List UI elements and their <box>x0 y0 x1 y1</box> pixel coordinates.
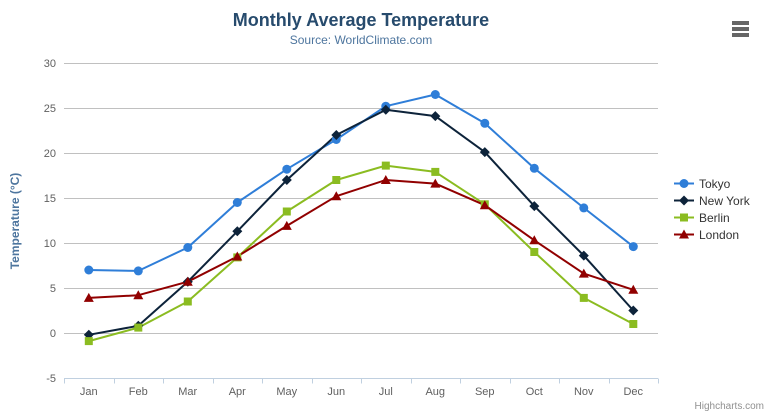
new-york-diamond-legend-icon <box>674 195 694 206</box>
point-london-feb[interactable] <box>133 290 144 300</box>
x-axis-label: Jan <box>80 386 98 398</box>
legend: Tokyo New York Berlin London <box>674 175 750 243</box>
x-axis-label: Oct <box>526 386 543 398</box>
point-tokyo-oct[interactable] <box>529 163 539 173</box>
point-berlin-nov[interactable] <box>579 293 588 302</box>
point-london-may[interactable] <box>281 220 292 230</box>
legend-label: New York <box>699 193 750 208</box>
series-new-york-line <box>87 108 635 336</box>
y-axis-label: 30 <box>44 58 56 70</box>
y-axis-label: 25 <box>44 103 56 115</box>
x-axis-label: Nov <box>574 386 594 398</box>
point-new-york-oct[interactable] <box>529 201 540 212</box>
x-axis-label: Jun <box>327 386 345 398</box>
hamburger-icon <box>730 21 750 37</box>
y-axis-title: Temperature (°C) <box>8 172 22 270</box>
diamond-marker <box>679 195 689 206</box>
point-london-aug[interactable] <box>430 178 441 188</box>
x-axis-label: Jul <box>379 386 393 398</box>
point-berlin-jun[interactable] <box>332 176 341 184</box>
legend-label: Berlin <box>699 210 730 225</box>
point-new-york-may[interactable] <box>281 175 292 185</box>
point-new-york-jul[interactable] <box>380 104 391 115</box>
x-axis-label: May <box>276 386 297 398</box>
point-tokyo-sep[interactable] <box>480 118 490 128</box>
london-triangle-legend-icon <box>674 229 694 239</box>
point-london-dec[interactable] <box>628 284 639 294</box>
legend-label: Tokyo <box>699 176 731 191</box>
point-london-nov[interactable] <box>578 268 589 278</box>
point-tokyo-mar[interactable] <box>183 243 193 252</box>
point-new-york-apr[interactable] <box>232 226 243 237</box>
highcharts-credits[interactable]: Highcharts.com <box>694 401 764 412</box>
point-berlin-aug[interactable] <box>431 167 440 176</box>
legend-label: London <box>699 227 740 242</box>
point-new-york-dec[interactable] <box>628 305 639 316</box>
berlin-square-legend-icon <box>674 213 694 222</box>
point-berlin-dec[interactable] <box>629 320 638 328</box>
point-berlin-mar[interactable] <box>183 297 192 306</box>
point-tokyo-feb[interactable] <box>133 266 143 276</box>
y-axis-label: 10 <box>44 238 56 250</box>
point-tokyo-jan[interactable] <box>84 265 94 275</box>
legend-item-new-york[interactable]: New York <box>674 192 750 209</box>
point-berlin-oct[interactable] <box>530 248 539 256</box>
triangle-marker <box>679 229 689 239</box>
point-berlin-feb[interactable] <box>134 323 143 332</box>
series-tokyo-line <box>87 93 635 272</box>
legend-item-tokyo[interactable]: Tokyo <box>674 175 750 192</box>
chart-subtitle: Source: WorldClimate.com <box>289 33 433 47</box>
point-new-york-aug[interactable] <box>430 111 441 122</box>
legend-item-london[interactable]: London <box>674 226 750 243</box>
point-berlin-may[interactable] <box>282 207 291 216</box>
point-berlin-jan[interactable] <box>84 337 93 346</box>
x-axis-label: Feb <box>129 386 148 398</box>
circle-marker <box>679 179 689 188</box>
x-axis-label: Apr <box>229 386 246 398</box>
series-london-line <box>87 179 635 299</box>
point-new-york-nov[interactable] <box>578 250 589 261</box>
legend-item-berlin[interactable]: Berlin <box>674 209 750 226</box>
square-marker <box>680 213 688 222</box>
x-axis-label: Mar <box>178 386 197 398</box>
point-tokyo-aug[interactable] <box>430 90 440 99</box>
point-london-sep[interactable] <box>479 200 490 210</box>
point-london-oct[interactable] <box>529 235 540 245</box>
point-new-york-sep[interactable] <box>479 147 490 158</box>
chart-title: Monthly Average Temperature <box>232 10 490 30</box>
x-axis-label: Dec <box>623 386 643 398</box>
y-axis-label: -5 <box>46 373 56 385</box>
point-london-apr[interactable] <box>232 251 243 261</box>
point-london-jan[interactable] <box>83 292 94 302</box>
x-axis-label: Aug <box>425 386 445 398</box>
point-new-york-jun[interactable] <box>331 130 342 140</box>
point-london-jun[interactable] <box>331 191 342 201</box>
point-tokyo-dec[interactable] <box>628 242 638 252</box>
series-berlin-line <box>87 164 635 343</box>
y-axis-label: 15 <box>44 193 56 205</box>
tokyo-circle-legend-icon <box>674 179 694 188</box>
point-london-mar[interactable] <box>182 276 193 286</box>
point-tokyo-apr[interactable] <box>232 198 242 207</box>
y-axis-label: 0 <box>50 328 56 340</box>
x-axis-label: Sep <box>475 386 495 398</box>
point-tokyo-nov[interactable] <box>579 203 589 213</box>
point-tokyo-may[interactable] <box>282 164 292 174</box>
y-axis-label: 20 <box>44 148 56 160</box>
export-menu-button[interactable] <box>729 20 751 40</box>
point-berlin-jul[interactable] <box>381 161 390 170</box>
point-london-jul[interactable] <box>380 175 391 184</box>
y-axis-label: 5 <box>50 283 56 295</box>
